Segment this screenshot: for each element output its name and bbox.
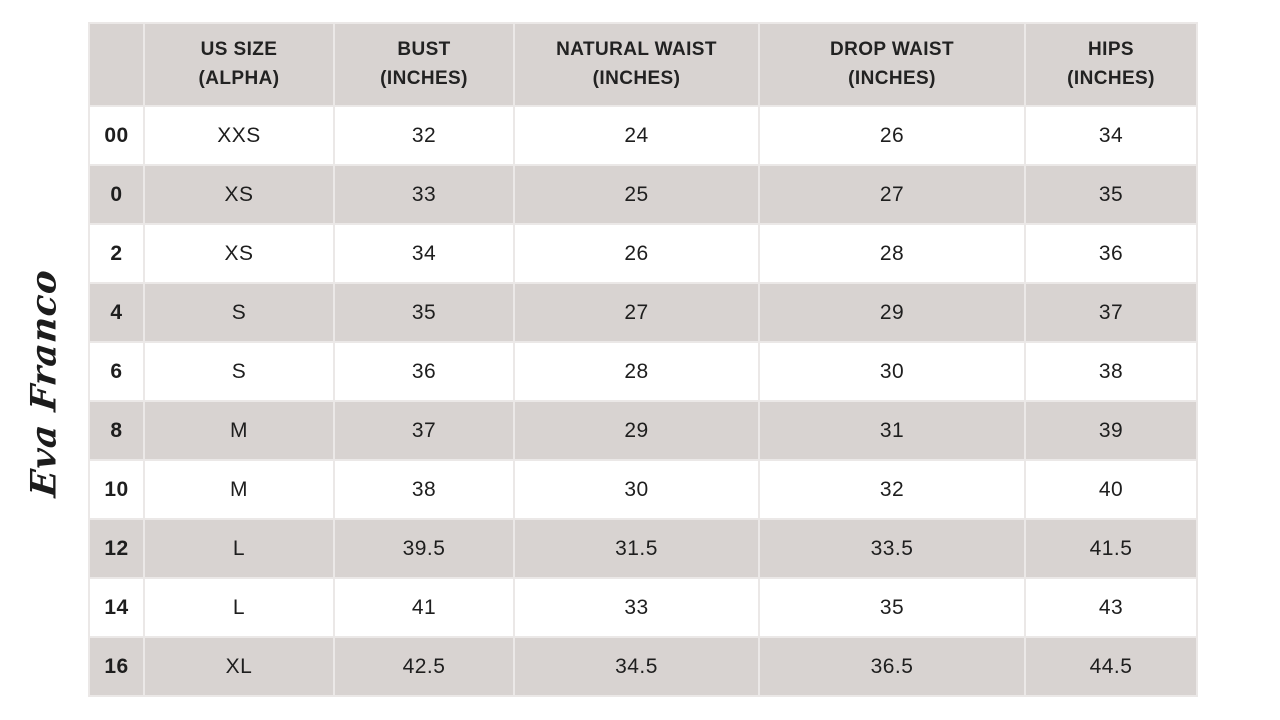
cell-us-size-alpha: L (143, 518, 335, 579)
cell-natural-waist: 29 (513, 400, 760, 461)
cell-bust: 33 (333, 164, 515, 225)
table-row: 00 XXS 32 24 26 34 (88, 105, 1198, 166)
cell-natural-waist: 31.5 (513, 518, 760, 579)
cell-hips: 41.5 (1024, 518, 1198, 579)
table-row: 0 XS 33 25 27 35 (88, 164, 1198, 225)
cell-drop-waist: 33.5 (758, 518, 1026, 579)
column-header-drop-waist: DROP WAIST (INCHES) (758, 22, 1026, 107)
cell-natural-waist: 24 (513, 105, 760, 166)
cell-us-size-numeric: 10 (88, 459, 145, 520)
cell-us-size-numeric: 16 (88, 636, 145, 697)
cell-drop-waist: 31 (758, 400, 1026, 461)
cell-us-size-alpha: S (143, 341, 335, 402)
cell-drop-waist: 30 (758, 341, 1026, 402)
cell-natural-waist: 28 (513, 341, 760, 402)
cell-hips: 44.5 (1024, 636, 1198, 697)
cell-drop-waist: 32 (758, 459, 1026, 520)
cell-bust: 41 (333, 577, 515, 638)
cell-drop-waist: 27 (758, 164, 1026, 225)
cell-natural-waist: 33 (513, 577, 760, 638)
cell-hips: 35 (1024, 164, 1198, 225)
table-header: US SIZE (ALPHA) BUST (INCHES) NATURAL WAIS… (88, 22, 1198, 107)
cell-hips: 34 (1024, 105, 1198, 166)
cell-us-size-numeric: 00 (88, 105, 145, 166)
cell-natural-waist: 27 (513, 282, 760, 343)
cell-bust: 37 (333, 400, 515, 461)
table-row: 8 M 37 29 31 39 (88, 400, 1198, 461)
cell-drop-waist: 29 (758, 282, 1026, 343)
cell-bust: 32 (333, 105, 515, 166)
table-body: 00 XXS 32 24 26 34 0 XS 33 25 27 35 2 XS 34 26 28 36 4 S 35 2… (88, 105, 1198, 697)
cell-drop-waist: 35 (758, 577, 1026, 638)
column-header-bust: BUST (INCHES) (333, 22, 515, 107)
table-row: 6 S 36 28 30 38 (88, 341, 1198, 402)
table-row: 2 XS 34 26 28 36 (88, 223, 1198, 284)
cell-us-size-alpha: XS (143, 223, 335, 284)
cell-drop-waist: 26 (758, 105, 1026, 166)
cell-us-size-numeric: 8 (88, 400, 145, 461)
cell-hips: 37 (1024, 282, 1198, 343)
cell-hips: 36 (1024, 223, 1198, 284)
cell-us-size-alpha: XS (143, 164, 335, 225)
cell-natural-waist: 26 (513, 223, 760, 284)
cell-hips: 38 (1024, 341, 1198, 402)
cell-us-size-alpha: XL (143, 636, 335, 697)
cell-bust: 34 (333, 223, 515, 284)
cell-drop-waist: 36.5 (758, 636, 1026, 697)
cell-bust: 39.5 (333, 518, 515, 579)
table-header-row: US SIZE (ALPHA) BUST (INCHES) NATURAL WAIS… (88, 22, 1198, 107)
cell-natural-waist: 30 (513, 459, 760, 520)
cell-hips: 39 (1024, 400, 1198, 461)
cell-us-size-alpha: S (143, 282, 335, 343)
column-header-us-size-alpha: US SIZE (ALPHA) (143, 22, 335, 107)
cell-bust: 35 (333, 282, 515, 343)
table-row: 12 L 39.5 31.5 33.5 41.5 (88, 518, 1198, 579)
cell-us-size-alpha: M (143, 459, 335, 520)
cell-hips: 40 (1024, 459, 1198, 520)
table-row: 16 XL 42.5 34.5 36.5 44.5 (88, 636, 1198, 697)
cell-natural-waist: 25 (513, 164, 760, 225)
cell-us-size-numeric: 12 (88, 518, 145, 579)
table-row: 4 S 35 27 29 37 (88, 282, 1198, 343)
table-row: 14 L 41 33 35 43 (88, 577, 1198, 638)
cell-natural-waist: 34.5 (513, 636, 760, 697)
column-header-us-size-numeric (88, 22, 145, 107)
cell-us-size-numeric: 14 (88, 577, 145, 638)
cell-bust: 36 (333, 341, 515, 402)
cell-bust: 38 (333, 459, 515, 520)
size-chart-table: US SIZE (ALPHA) BUST (INCHES) NATURAL WAIS… (88, 22, 1198, 697)
table-row: 10 M 38 30 32 40 (88, 459, 1198, 520)
cell-us-size-alpha: L (143, 577, 335, 638)
cell-us-size-numeric: 0 (88, 164, 145, 225)
cell-us-size-alpha: XXS (143, 105, 335, 166)
cell-drop-waist: 28 (758, 223, 1026, 284)
cell-us-size-alpha: M (143, 400, 335, 461)
column-header-hips: HIPS (INCHES) (1024, 22, 1198, 107)
cell-us-size-numeric: 4 (88, 282, 145, 343)
cell-hips: 43 (1024, 577, 1198, 638)
brand-logo-eva-franco: Eva Franco (23, 267, 65, 499)
column-header-natural-waist: NATURAL WAIST (INCHES) (513, 22, 760, 107)
cell-bust: 42.5 (333, 636, 515, 697)
cell-us-size-numeric: 6 (88, 341, 145, 402)
cell-us-size-numeric: 2 (88, 223, 145, 284)
